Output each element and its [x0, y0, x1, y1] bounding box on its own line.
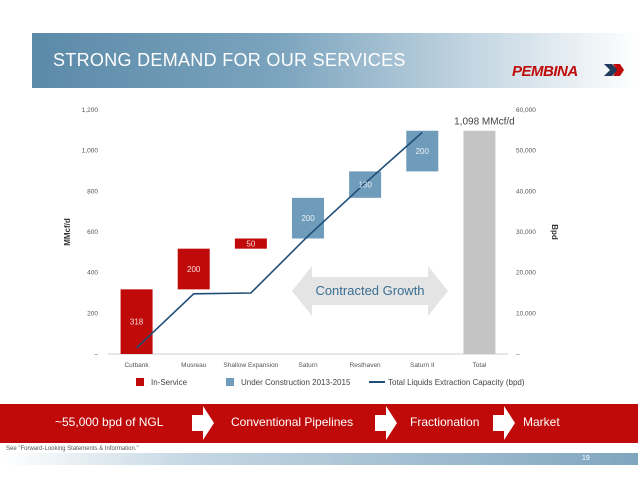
labels-layer: 318 200 50 200 130 200 1,098 MMcf/d: [130, 117, 515, 327]
y-tick-left: 800: [87, 188, 98, 195]
header-band: [32, 33, 638, 88]
x-tick-label: Cutbank: [124, 362, 149, 369]
x-tick-label: Total: [473, 362, 487, 369]
capacity-chart: – 200 400 600 800 1,000 1,200 – 10,000 20,000 30,0…: [63, 107, 559, 387]
bar-value-label: 200: [416, 147, 430, 156]
y-tick-left: –: [94, 351, 98, 358]
line-layer: [136, 131, 423, 349]
capacity-line: [136, 131, 423, 349]
y-tick-right: –: [516, 351, 520, 358]
y-tick-right: 20,000: [516, 270, 536, 277]
legend-label: Total Liquids Extraction Capacity (bpd): [388, 378, 525, 387]
legend: In-Service Under Construction 2013-2015 To…: [136, 378, 525, 387]
x-tick-label: Saturn: [298, 362, 318, 369]
contracted-growth-label: Contracted Growth: [315, 283, 425, 298]
bar: [406, 130, 439, 172]
contracted-growth-arrow-layer: [292, 266, 448, 316]
logo-mark-accent: [613, 64, 624, 76]
legend-swatch: [226, 378, 234, 386]
bar-value-label: 200: [301, 214, 315, 223]
y-tick-left: 1,000: [82, 148, 99, 155]
right-arrow-icon: [192, 406, 214, 440]
y-axis-title-right: Bpd: [550, 224, 559, 240]
bar-value-label: 318: [130, 318, 144, 327]
flow-item-fractionation: Fractionation: [410, 415, 480, 429]
y-tick-left: 1,200: [82, 107, 99, 114]
bar: [463, 130, 496, 354]
value-chain-band: [0, 404, 638, 443]
right-arrow-icon: [493, 406, 515, 440]
bar: [292, 197, 324, 239]
y-tick-right: 40,000: [516, 188, 536, 195]
y-tick-left: 200: [87, 310, 98, 317]
y-tick-right: 50,000: [516, 148, 536, 155]
y-tick-left: 400: [87, 270, 98, 277]
bar: [120, 289, 153, 354]
footer-bar: [0, 453, 638, 465]
flow-item-pipelines: Conventional Pipelines: [231, 415, 354, 429]
page-title: STRONG DEMAND FOR OUR SERVICES: [53, 50, 406, 70]
bar-value-label: 200: [187, 265, 201, 274]
page-number: 19: [582, 455, 590, 462]
x-tick-label: Shallow Expansion: [223, 362, 278, 369]
x-tick-label: Resthaven: [350, 362, 381, 369]
y-axis-title-left: MMcf/d: [63, 218, 72, 246]
legend-label: Under Construction 2013-2015: [241, 378, 351, 387]
bar: [177, 248, 210, 290]
bars-layer: [120, 130, 496, 354]
contracted-growth-arrow: [292, 266, 448, 316]
flow-item-ngl: ~55,000 bpd of NGL: [55, 415, 164, 429]
y-tick-right: 60,000: [516, 107, 536, 114]
y-tick-left: 600: [87, 229, 98, 236]
disclaimer: See "Forward-Looking Statements & Inform…: [6, 446, 139, 452]
flow-item-market: Market: [523, 415, 560, 429]
y-tick-right: 30,000: [516, 229, 536, 236]
axes-layer: – 200 400 600 800 1,000 1,200 – 10,000 20,000 30,0…: [63, 107, 559, 369]
total-annotation: 1,098 MMcf/d: [454, 117, 515, 128]
x-tick-label: Saturn II: [410, 362, 435, 369]
y-tick-right: 10,000: [516, 310, 536, 317]
logo-mark: [604, 64, 618, 76]
legend-swatch: [136, 378, 144, 386]
bar-value-label: 50: [246, 240, 255, 249]
legend-label: In-Service: [151, 378, 188, 387]
bar-value-label: 130: [358, 181, 372, 190]
logo-wordmark: PEMBINA: [512, 63, 578, 80]
x-tick-label: Musreau: [181, 362, 207, 369]
pembina-logo: PEMBINA: [512, 63, 624, 80]
right-arrow-icon: [375, 406, 397, 440]
bar: [234, 238, 267, 249]
